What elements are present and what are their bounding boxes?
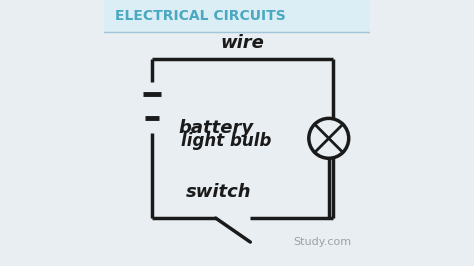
Text: switch: switch bbox=[185, 182, 251, 201]
Text: light bulb: light bulb bbox=[181, 132, 272, 150]
Text: battery: battery bbox=[179, 119, 254, 137]
Text: Study.com: Study.com bbox=[293, 237, 351, 247]
Text: wire: wire bbox=[220, 34, 264, 52]
Text: ELECTRICAL CIRCUITS: ELECTRICAL CIRCUITS bbox=[115, 9, 285, 23]
FancyBboxPatch shape bbox=[104, 0, 370, 32]
